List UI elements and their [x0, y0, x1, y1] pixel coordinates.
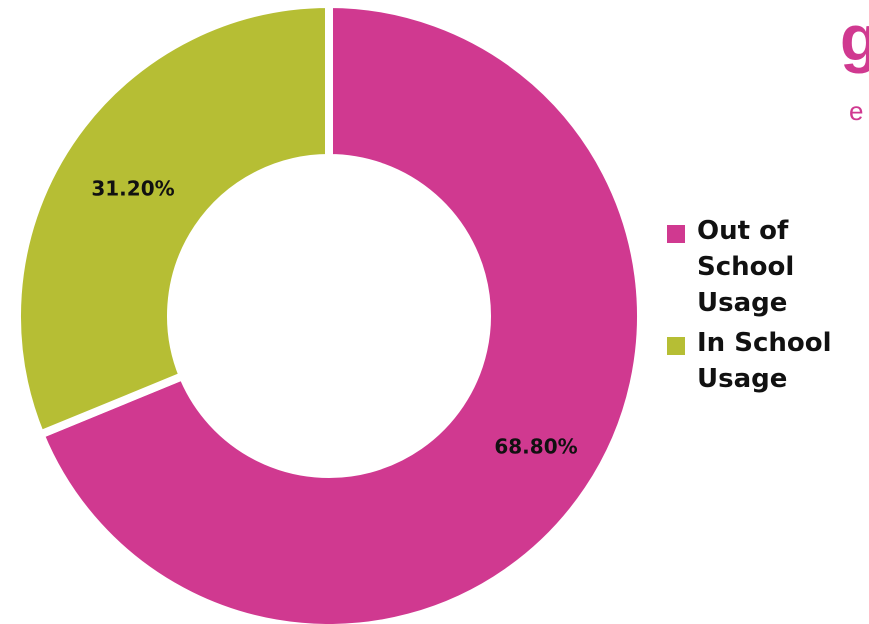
- legend-swatch-in-school: [667, 337, 685, 355]
- legend-label-out-of-school: Out of School Usage: [697, 216, 795, 318]
- donut-slice-in-school: [13, 0, 333, 440]
- donut-slice-out-of-school: [35, 0, 645, 624]
- brand-logo-subtext: e: [849, 96, 864, 126]
- legend-label-in-school: In School Usage: [697, 328, 832, 394]
- slice-label-in-school: 31.20%: [91, 177, 174, 201]
- legend-item-out-of-school: Out of School Usage: [667, 213, 867, 321]
- legend-swatch-out-of-school: [667, 225, 685, 243]
- slice-label-out-of-school: 68.80%: [494, 435, 577, 459]
- legend-item-in-school: In School Usage: [667, 325, 867, 397]
- chart-legend: Out of School Usage In School Usage: [667, 213, 867, 397]
- brand-logo-glyph: g: [840, 2, 869, 74]
